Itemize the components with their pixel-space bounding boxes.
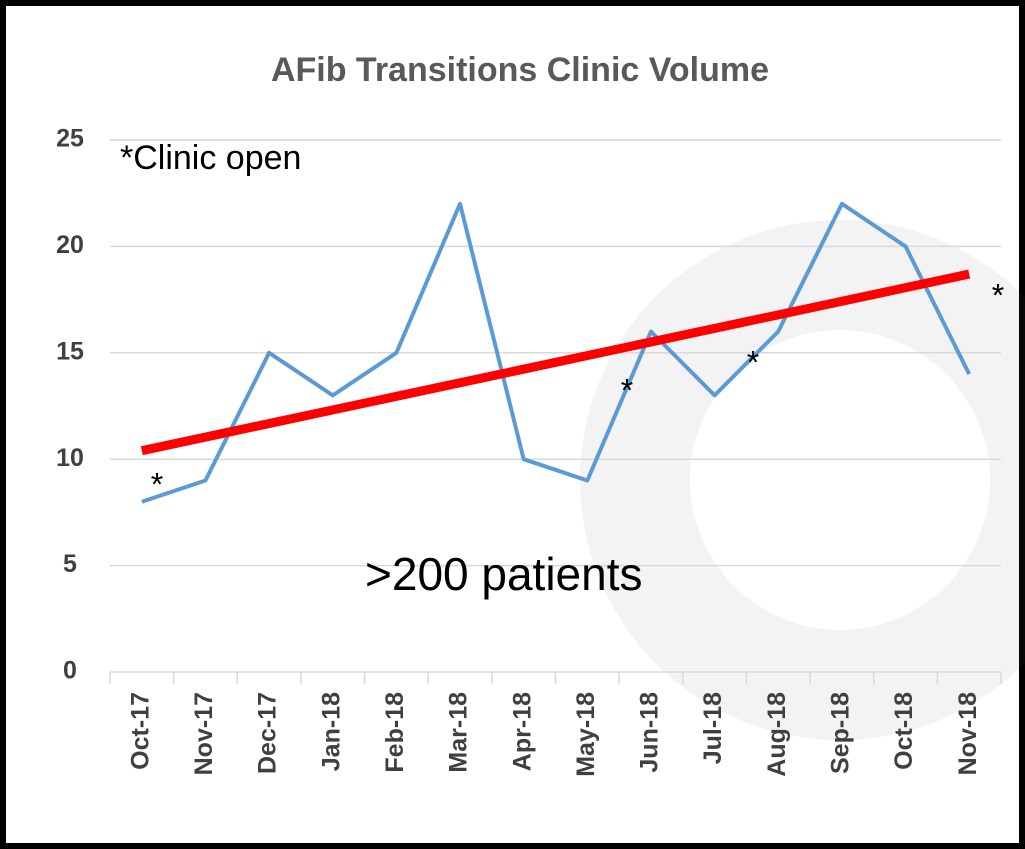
y-tick-label: 15 [56, 337, 84, 365]
x-tick-label: Jan-18 [317, 692, 345, 771]
y-tick-label: 5 [63, 550, 77, 578]
x-tick-label: Feb-18 [381, 692, 409, 773]
x-tick-label: Dec-17 [254, 692, 282, 774]
y-tick-label: 20 [56, 231, 84, 259]
annotation: * [621, 372, 633, 408]
x-tick-label: Nov-17 [190, 692, 218, 775]
chart-title: AFib Transitions Clinic Volume [271, 51, 769, 89]
page: {"chart_data": {"type": "line", "title":… [0, 0, 1025, 849]
y-tick-label: 0 [63, 657, 77, 685]
x-tick-label: Nov-18 [954, 692, 982, 775]
y-tick-label: 10 [56, 444, 84, 472]
x-tick-label: Oct-18 [890, 692, 918, 770]
x-tick-label: Jul-18 [699, 692, 727, 764]
y-tick-label: 25 [56, 125, 84, 153]
x-tick-label: Jun-18 [636, 692, 664, 773]
chart: AFib Transitions Clinic Volume 0 5 10 15 20 2… [0, 0, 1025, 849]
annotation: >200 patients [365, 548, 643, 600]
annotation: *Clinic open [120, 139, 301, 177]
x-tick-label: Sep-18 [827, 692, 855, 774]
x-tick-label: May-18 [572, 692, 600, 777]
annotation: * [151, 466, 163, 502]
annotation: * [747, 344, 759, 380]
x-tick-label: Aug-18 [763, 692, 791, 777]
annotation: * [992, 277, 1004, 313]
x-tick-label: Mar-18 [445, 692, 473, 773]
x-tick-label: Apr-18 [508, 692, 536, 771]
x-tick-label: Oct-17 [126, 692, 154, 770]
